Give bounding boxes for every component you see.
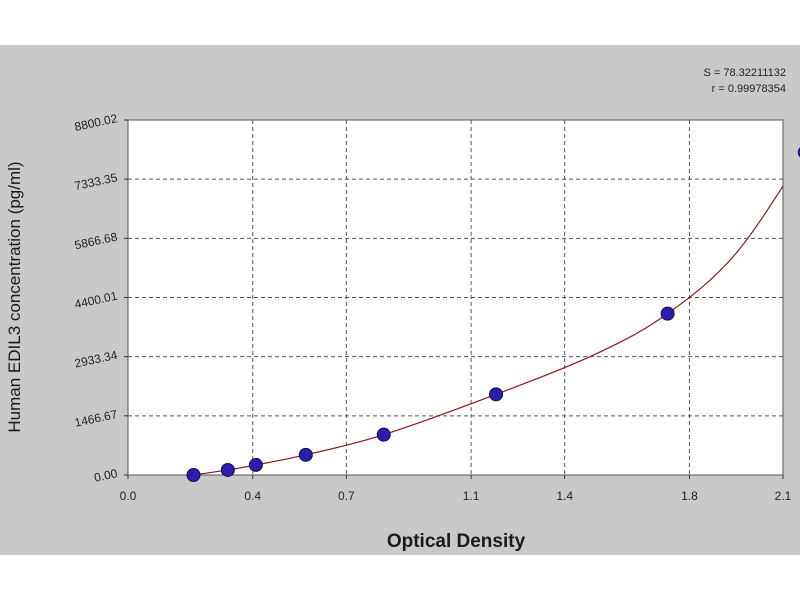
data-point — [376, 427, 391, 442]
x-tick-label: 0.7 — [338, 489, 355, 503]
data-point — [660, 306, 675, 321]
stat-s-value: S = 78.32211132 — [703, 67, 786, 79]
x-tick-label: 1.8 — [681, 489, 698, 503]
stat-r-value: r = 0.99978354 — [711, 83, 786, 95]
y-tick-label: 0.00 — [93, 466, 119, 485]
y-tick-labels: 0.00 1466.67 2933.34 4400.01 5866.68 7333.35 8… — [73, 111, 128, 485]
x-tick-labels: 0.0 0.4 0.7 1.1 1.4 1.8 2.1 — [120, 475, 792, 503]
x-tick-label: 0.4 — [244, 489, 261, 503]
y-tick-label: 1466.67 — [73, 407, 119, 430]
y-tick-label: 4400.01 — [73, 289, 119, 312]
data-point — [248, 457, 263, 472]
y-tick-label: 5866.68 — [73, 230, 119, 253]
x-tick-label: 0.0 — [120, 489, 137, 503]
x-axis-label: Optical Density — [387, 531, 526, 552]
y-tick-label: 7333.35 — [73, 170, 119, 193]
data-point — [298, 447, 313, 462]
standard-curve-chart: 0.0 0.4 0.7 1.1 1.4 1.8 2.1 0.00 1466.67 2933.34… — [5, 111, 800, 552]
data-point — [220, 462, 235, 477]
data-point — [186, 468, 201, 482]
x-tick-label: 1.1 — [463, 489, 480, 503]
x-tick-label: 2.1 — [775, 489, 792, 503]
chart-panel: 0.0 0.4 0.7 1.1 1.4 1.8 2.1 0.00 1466.67 2933.34… — [0, 45, 800, 555]
y-tick-label: 8800.02 — [73, 111, 119, 134]
y-axis-label: Human EDIL3 concentration (pg/ml) — [5, 161, 24, 432]
x-tick-label: 1.4 — [556, 489, 573, 503]
y-tick-label: 2933.34 — [73, 348, 119, 371]
data-points — [186, 147, 800, 482]
plot-area — [127, 119, 784, 476]
data-point — [489, 387, 504, 402]
